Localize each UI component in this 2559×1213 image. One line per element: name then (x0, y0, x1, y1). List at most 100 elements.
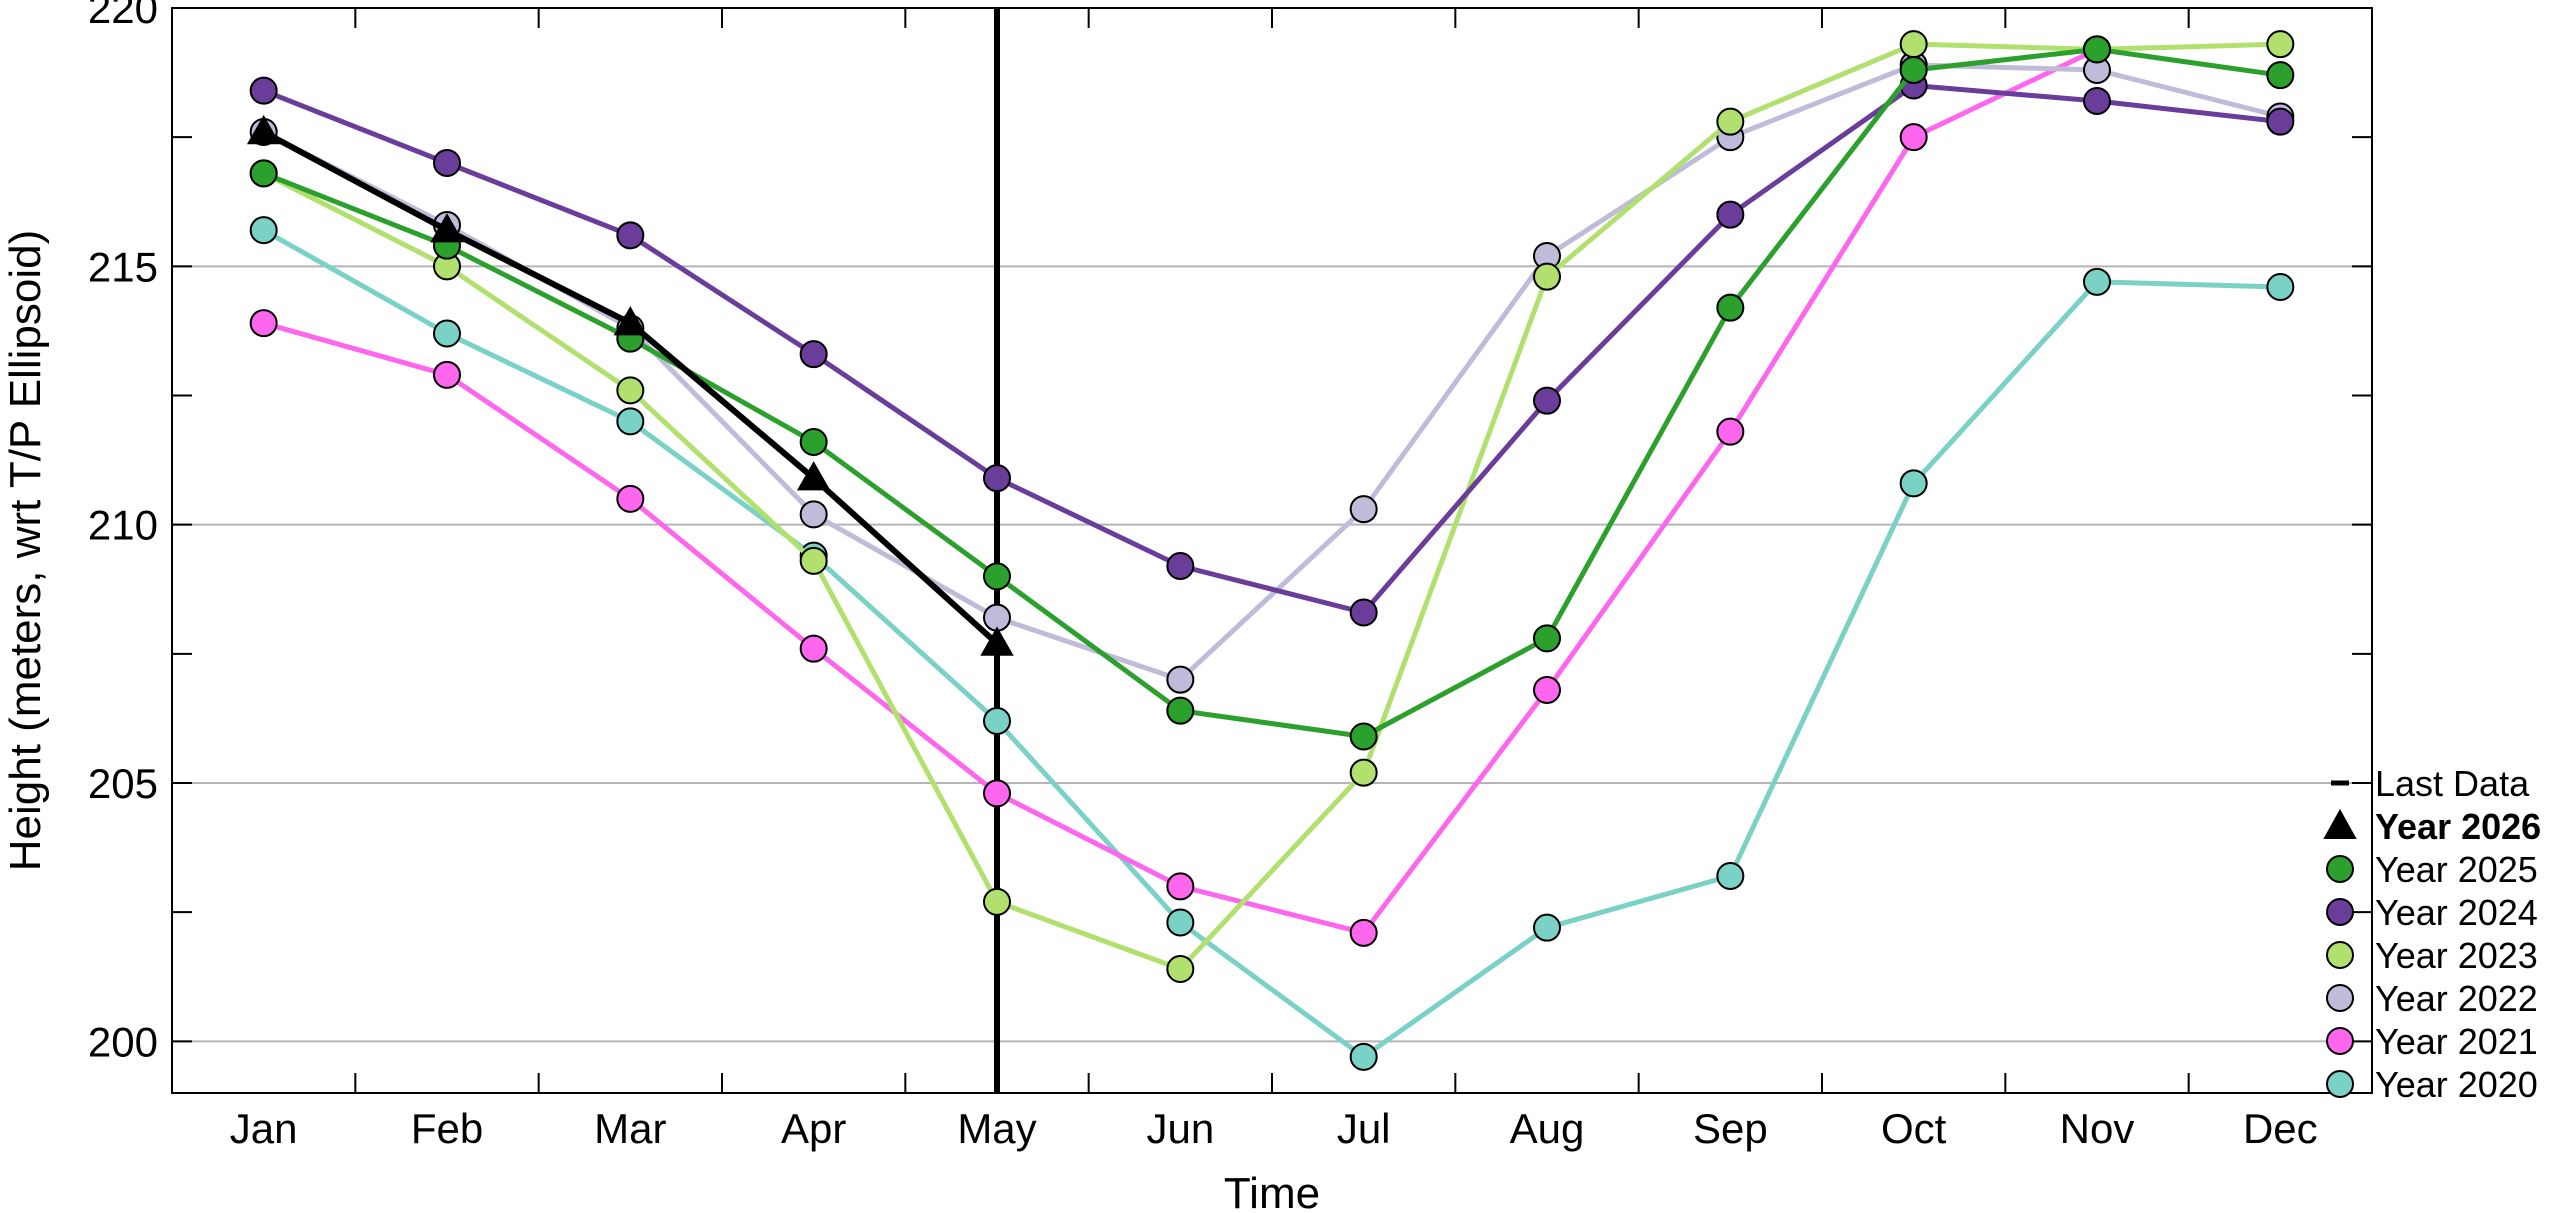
data-point (983, 779, 1011, 808)
data-point (1166, 908, 1195, 937)
data-point (1166, 955, 1195, 983)
series-line (262, 83, 2281, 615)
x-tick-label: Dec (2243, 1105, 2318, 1152)
series-group (246, 30, 2295, 1071)
x-tick-label: May (957, 1105, 1036, 1152)
y-tick-label: 200 (88, 1018, 158, 1065)
data-point (1166, 552, 1195, 580)
series-year-2024 (249, 71, 2295, 627)
legend-swatch (2323, 808, 2357, 839)
data-point (1349, 758, 1378, 787)
legend-item-year-2022: Year 2022 (2326, 978, 2538, 1019)
data-point (1166, 696, 1195, 725)
data-point (1349, 722, 1378, 751)
data-point (249, 309, 278, 338)
data-point (983, 707, 1011, 735)
data-point (1349, 1042, 1378, 1071)
data-point (2083, 35, 2111, 64)
data-point (1899, 56, 1928, 84)
data-point (433, 360, 461, 389)
x-tick-label: Jan (230, 1105, 298, 1152)
x-tick-label: Apr (781, 1105, 846, 1152)
data-point (799, 634, 828, 663)
x-tick-label: Mar (594, 1105, 666, 1152)
series-year-2020 (249, 216, 2295, 1071)
data-point (613, 306, 648, 336)
legend-label: Last Data (2375, 763, 2530, 804)
legend-item-year-2020: Year 2020 (2326, 1064, 2538, 1105)
plot-frame (171, 7, 2373, 1094)
data-point (433, 319, 461, 348)
data-point (433, 149, 461, 177)
legend-item-year-2023: Year 2023 (2326, 935, 2538, 976)
data-point (1716, 293, 1745, 322)
y-tick-label: 215 (88, 243, 158, 290)
data-point (2266, 30, 2295, 59)
data-point (796, 461, 831, 491)
data-point (249, 159, 278, 188)
data-point (616, 221, 645, 250)
legend-label: Year 2025 (2375, 849, 2538, 890)
data-point (2266, 61, 2295, 90)
y-tick-label: 205 (88, 760, 158, 807)
data-point (1716, 107, 1745, 136)
x-tick-label: Jun (1146, 1105, 1214, 1152)
data-point (1166, 872, 1195, 901)
data-point (616, 484, 645, 513)
data-point (246, 114, 281, 145)
legend-label: Year 2020 (2375, 1064, 2538, 1105)
legend-item-year-2025: Year 2025 (2326, 849, 2538, 890)
legend-item-last-data: Last Data (2331, 763, 2530, 804)
x-tick-label: Sep (1693, 1105, 1768, 1152)
legend-label: Year 2026 (2375, 806, 2541, 847)
legend-item-year-2024: Year 2024 (2326, 892, 2538, 933)
data-point (799, 546, 828, 575)
grid-lines (172, 7, 2372, 1043)
legend-item-year-2026: Year 2026 (2323, 806, 2541, 847)
x-tick-label: Oct (1881, 1105, 1947, 1152)
series-year-2023 (249, 30, 2295, 983)
data-point (2266, 107, 2295, 136)
data-point (1349, 918, 1378, 947)
legend-label: Year 2024 (2375, 892, 2538, 933)
series-line (262, 47, 2099, 936)
legend-label: Year 2023 (2375, 935, 2538, 976)
series-year-2022 (249, 50, 2295, 694)
data-point (799, 428, 828, 456)
x-tick-label: Jul (1337, 1105, 1391, 1152)
data-point (1349, 598, 1378, 627)
y-axis-title: Height (meters, wrt T/P Ellipsoid) (1, 230, 50, 871)
series-year-2021 (249, 35, 2111, 947)
x-tick-label: Feb (411, 1105, 483, 1152)
series-line (262, 46, 2281, 739)
legend-swatch (2326, 1070, 2354, 1098)
data-point (980, 626, 1014, 656)
data-point (616, 376, 645, 405)
data-point (983, 464, 1011, 493)
data-point (983, 562, 1011, 591)
x-tick-label: Nov (2060, 1105, 2135, 1152)
data-point (616, 407, 645, 436)
data-point (1533, 262, 1561, 291)
data-point (1716, 417, 1745, 446)
data-point (430, 213, 464, 243)
data-point (1533, 624, 1561, 653)
data-point (1899, 30, 1928, 59)
legend-label: Year 2022 (2375, 978, 2538, 1019)
data-point (1166, 665, 1195, 694)
data-point (249, 76, 278, 105)
data-point (1899, 123, 1928, 152)
x-axis-title: Time (1224, 1169, 1320, 1213)
legend-swatch (2326, 855, 2354, 883)
data-point (799, 340, 828, 369)
data-point (249, 216, 278, 245)
data-point (1533, 913, 1561, 942)
data-point (2083, 87, 2111, 115)
data-point (1349, 495, 1378, 524)
data-point (1533, 386, 1561, 415)
data-point (1899, 469, 1928, 498)
data-point (1716, 200, 1745, 229)
y-tick-label: 220 (88, 0, 158, 32)
